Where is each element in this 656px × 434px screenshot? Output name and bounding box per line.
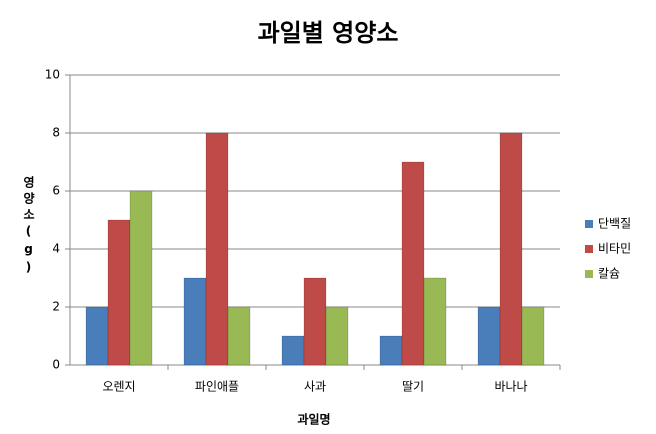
legend-label: 비타민 <box>598 242 631 256</box>
y-tick-label: 2 <box>52 300 60 314</box>
legend-swatch <box>585 245 593 253</box>
bar <box>129 190 153 366</box>
legend-label: 칼슘 <box>598 267 620 281</box>
bar <box>521 306 545 366</box>
x-tick-label: 딸기 <box>402 380 424 394</box>
bar <box>423 277 447 366</box>
y-tick-label: 4 <box>52 242 60 256</box>
legend-label: 단백질 <box>598 217 631 231</box>
x-tick-label: 바나나 <box>494 380 527 394</box>
x-axis-title: 과일명 <box>297 412 330 427</box>
bar <box>227 306 251 366</box>
y-tick-label: 6 <box>52 184 60 198</box>
bar <box>107 219 131 366</box>
y-tick-label: 10 <box>45 68 60 82</box>
y-axis-title: 영양소(g) <box>22 175 36 278</box>
bar <box>477 306 501 366</box>
x-tick-label: 파인애플 <box>195 380 239 394</box>
x-tick-label: 사과 <box>304 380 326 394</box>
bar <box>499 132 523 366</box>
bar <box>205 132 229 366</box>
chart-title: 과일별 영양소 <box>258 19 399 47</box>
x-tick-label: 오렌지 <box>102 380 135 394</box>
bar <box>85 306 109 366</box>
bar <box>379 335 403 366</box>
bar <box>401 161 425 366</box>
legend-swatch <box>585 220 593 228</box>
bar <box>303 277 327 366</box>
bar <box>325 306 349 366</box>
bar <box>183 277 207 366</box>
bar <box>281 335 305 366</box>
legend-swatch <box>585 270 593 278</box>
y-tick-label: 8 <box>52 126 60 140</box>
y-tick-label: 0 <box>52 358 60 372</box>
